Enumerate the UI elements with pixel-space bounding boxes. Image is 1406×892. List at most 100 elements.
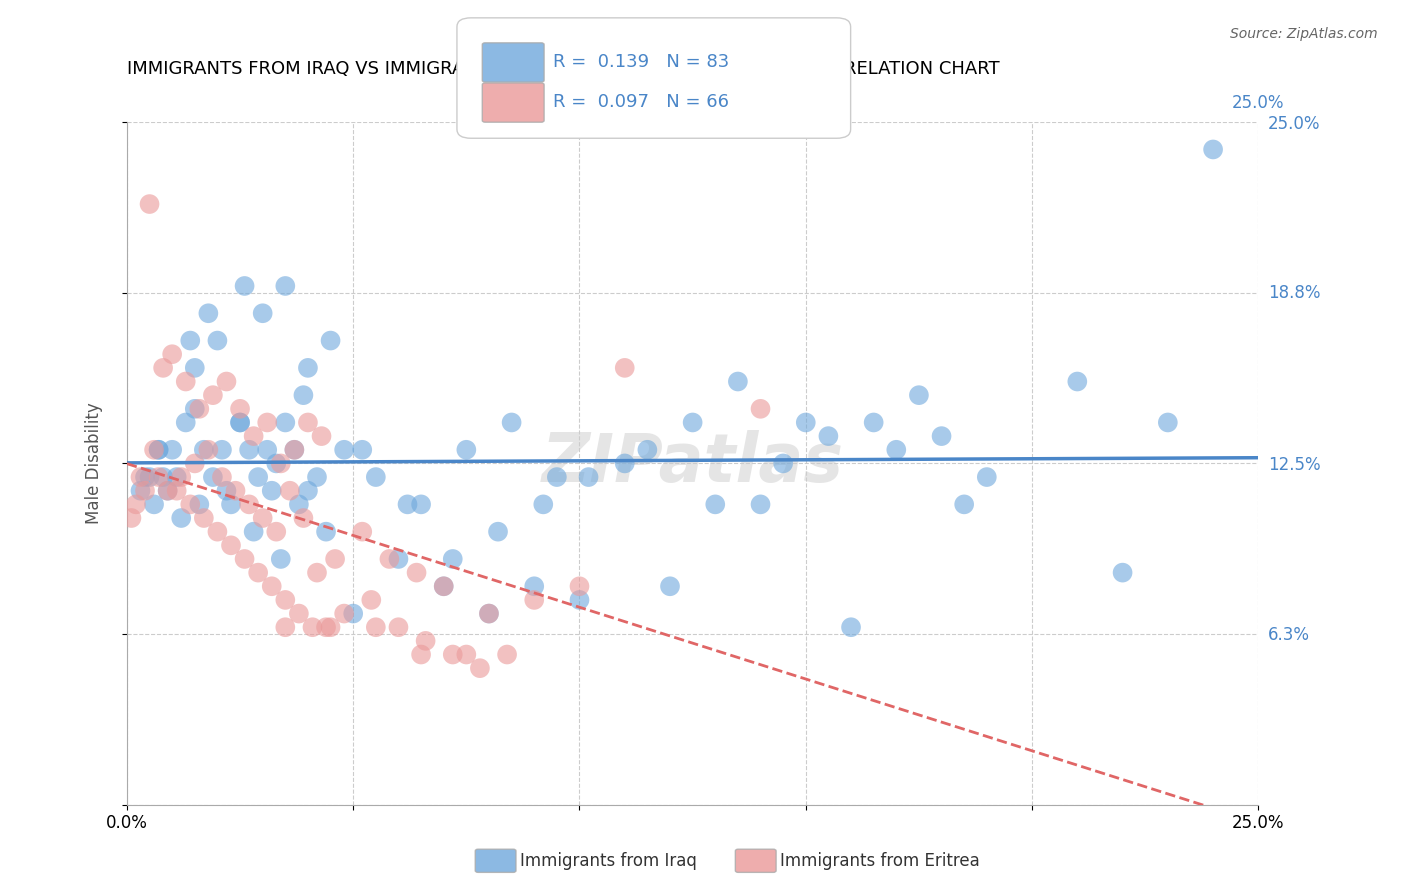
Immigrants from Iraq xyxy=(546,470,568,484)
Immigrants from Eritrea xyxy=(238,497,260,511)
Immigrants from Iraq xyxy=(215,483,238,498)
Immigrants from Eritrea xyxy=(247,566,270,580)
Immigrants from Eritrea xyxy=(415,633,437,648)
Immigrants from Iraq xyxy=(817,429,839,443)
Immigrants from Iraq xyxy=(270,552,292,566)
Immigrants from Iraq xyxy=(862,416,884,430)
Immigrants from Eritrea xyxy=(270,457,292,471)
Immigrants from Eritrea xyxy=(364,620,387,634)
Immigrants from Iraq xyxy=(636,442,658,457)
Immigrants from Eritrea xyxy=(319,620,342,634)
Immigrants from Iraq xyxy=(283,442,305,457)
Immigrants from Iraq xyxy=(578,470,600,484)
Immigrants from Eritrea xyxy=(360,593,382,607)
Immigrants from Eritrea xyxy=(179,497,201,511)
Immigrants from Iraq xyxy=(794,416,817,430)
Immigrants from Eritrea xyxy=(283,442,305,457)
Immigrants from Eritrea xyxy=(311,429,333,443)
Immigrants from Iraq xyxy=(908,388,931,402)
Immigrants from Iraq xyxy=(333,442,356,457)
Immigrants from Iraq xyxy=(305,470,328,484)
Immigrants from Iraq xyxy=(152,470,174,484)
Immigrants from Eritrea xyxy=(288,607,311,621)
Immigrants from Iraq xyxy=(1066,375,1088,389)
Immigrants from Eritrea xyxy=(134,483,156,498)
Immigrants from Iraq xyxy=(197,306,219,320)
Immigrants from Eritrea xyxy=(352,524,374,539)
Immigrants from Eritrea xyxy=(301,620,323,634)
Immigrants from Iraq xyxy=(441,552,464,566)
Immigrants from Iraq xyxy=(682,416,704,430)
Text: Source: ZipAtlas.com: Source: ZipAtlas.com xyxy=(1230,27,1378,41)
Immigrants from Eritrea xyxy=(125,497,148,511)
Immigrants from Iraq xyxy=(211,442,233,457)
Immigrants from Iraq xyxy=(297,483,319,498)
Immigrants from Iraq xyxy=(288,497,311,511)
Y-axis label: Male Disability: Male Disability xyxy=(86,402,103,524)
Immigrants from Iraq xyxy=(229,416,252,430)
Immigrants from Eritrea xyxy=(456,648,478,662)
Immigrants from Iraq xyxy=(238,442,260,457)
Immigrants from Iraq xyxy=(342,607,364,621)
Immigrants from Iraq xyxy=(148,442,170,457)
Immigrants from Iraq xyxy=(568,593,591,607)
Immigrants from Iraq xyxy=(486,524,509,539)
Immigrants from Eritrea xyxy=(174,375,197,389)
Immigrants from Iraq xyxy=(749,497,772,511)
Immigrants from Iraq xyxy=(274,279,297,293)
Immigrants from Iraq xyxy=(319,334,342,348)
Immigrants from Iraq xyxy=(292,388,315,402)
Immigrants from Eritrea xyxy=(333,607,356,621)
Immigrants from Eritrea xyxy=(274,593,297,607)
Immigrants from Eritrea xyxy=(188,401,211,416)
Immigrants from Eritrea xyxy=(233,552,256,566)
Immigrants from Iraq xyxy=(184,401,207,416)
Immigrants from Eritrea xyxy=(613,360,636,375)
Immigrants from Eritrea xyxy=(152,360,174,375)
Immigrants from Eritrea xyxy=(378,552,401,566)
Immigrants from Eritrea xyxy=(148,470,170,484)
Immigrants from Iraq xyxy=(704,497,727,511)
Text: R =  0.139   N = 83: R = 0.139 N = 83 xyxy=(553,53,728,70)
Immigrants from Iraq xyxy=(138,470,160,484)
Immigrants from Iraq xyxy=(134,470,156,484)
Immigrants from Eritrea xyxy=(278,483,301,498)
Immigrants from Iraq xyxy=(219,497,242,511)
Immigrants from Iraq xyxy=(233,279,256,293)
Immigrants from Iraq xyxy=(478,607,501,621)
Immigrants from Iraq xyxy=(396,497,419,511)
Immigrants from Iraq xyxy=(297,360,319,375)
Immigrants from Eritrea xyxy=(409,648,432,662)
Immigrants from Eritrea xyxy=(523,593,546,607)
Text: Immigrants from Iraq: Immigrants from Iraq xyxy=(520,852,697,870)
Immigrants from Iraq xyxy=(884,442,907,457)
Immigrants from Eritrea xyxy=(170,470,193,484)
Immigrants from Eritrea xyxy=(568,579,591,593)
Immigrants from Iraq xyxy=(129,483,152,498)
Immigrants from Iraq xyxy=(727,375,749,389)
Immigrants from Eritrea xyxy=(256,416,278,430)
Immigrants from Iraq xyxy=(193,442,215,457)
Immigrants from Eritrea xyxy=(252,511,274,525)
Text: Immigrants from Eritrea: Immigrants from Eritrea xyxy=(780,852,980,870)
Immigrants from Eritrea xyxy=(211,470,233,484)
Immigrants from Eritrea xyxy=(120,511,142,525)
Immigrants from Iraq xyxy=(409,497,432,511)
Text: R =  0.097   N = 66: R = 0.097 N = 66 xyxy=(553,93,728,111)
Immigrants from Eritrea xyxy=(468,661,491,675)
Immigrants from Eritrea xyxy=(143,442,166,457)
Immigrants from Iraq xyxy=(613,457,636,471)
Immigrants from Iraq xyxy=(501,416,523,430)
Immigrants from Iraq xyxy=(179,334,201,348)
Immigrants from Iraq xyxy=(242,524,264,539)
Immigrants from Iraq xyxy=(976,470,998,484)
Immigrants from Iraq xyxy=(207,334,229,348)
Immigrants from Iraq xyxy=(315,524,337,539)
Immigrants from Iraq xyxy=(229,416,252,430)
Immigrants from Eritrea xyxy=(197,442,219,457)
Immigrants from Eritrea xyxy=(166,483,188,498)
Immigrants from Eritrea xyxy=(242,429,264,443)
Immigrants from Eritrea xyxy=(264,524,287,539)
Immigrants from Iraq xyxy=(247,470,270,484)
Immigrants from Eritrea xyxy=(207,524,229,539)
